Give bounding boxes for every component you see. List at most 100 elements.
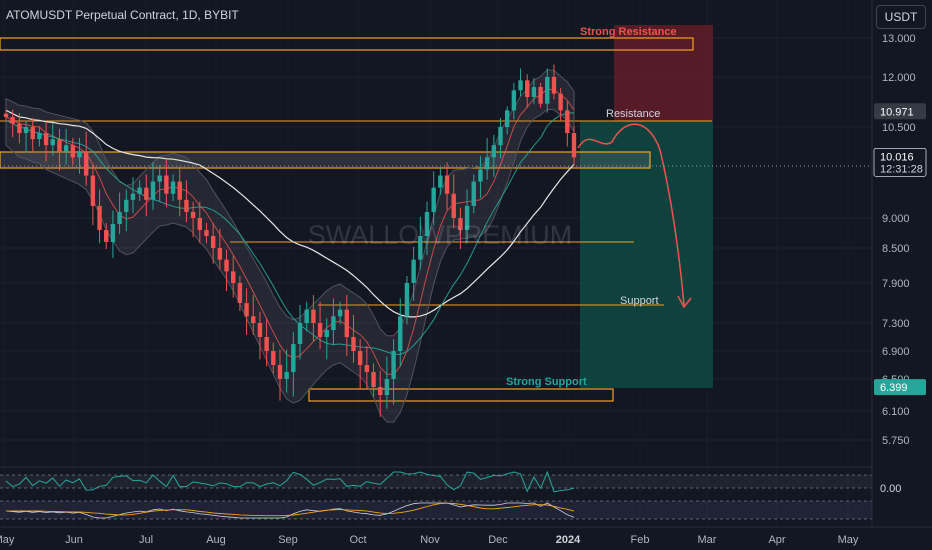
y-tick-label: 8.500: [882, 243, 910, 255]
candle-body: [538, 87, 543, 104]
x-tick-label: Nov: [420, 534, 440, 546]
candle-body: [545, 77, 550, 104]
strong-support-zone: [308, 388, 614, 402]
x-tick-label: Feb: [631, 534, 650, 546]
candle-body: [57, 139, 62, 152]
symbol-title[interactable]: ATOMUSDT Perpetual Contract, 1D, BYBIT: [6, 8, 239, 22]
rsi-value: 0.00: [880, 483, 901, 495]
candle-body: [277, 365, 283, 379]
x-tick-label: Oct: [349, 534, 366, 546]
candle-body: [484, 157, 490, 170]
arrow-head-icon: [677, 295, 692, 309]
candle-body: [83, 151, 89, 176]
candle-body: [50, 139, 55, 146]
candle-body: [251, 316, 256, 323]
candle-body: [444, 175, 450, 194]
candle-body: [317, 323, 323, 337]
candle-body: [130, 193, 136, 200]
candle-body: [324, 330, 329, 337]
candle-body: [498, 127, 503, 146]
resistance-label: Resistance: [606, 108, 660, 120]
candle-body: [504, 110, 510, 127]
candle-body: [571, 133, 577, 158]
candle-body: [257, 323, 263, 337]
candles: [3, 64, 577, 417]
candle-body: [391, 351, 396, 379]
candle-body: [30, 127, 35, 140]
candle-body: [23, 127, 29, 134]
forecast-arrow: [577, 123, 685, 306]
candle-body: [331, 316, 336, 330]
y-tick-label: 7.900: [882, 278, 910, 290]
countdown-timer: 12:31:28: [880, 163, 923, 175]
candle-body: [210, 236, 216, 248]
candle-body: [77, 151, 82, 158]
candle-body: [424, 211, 430, 236]
candle-body: [157, 175, 162, 182]
candle-body: [565, 110, 570, 134]
candle-body: [17, 123, 22, 134]
candle-body: [364, 365, 370, 372]
candle-body: [150, 181, 156, 200]
candle-body: [551, 77, 557, 94]
y-tick-label: 5.750: [882, 435, 910, 447]
moving-average-long: [5, 109, 575, 318]
candle-body: [271, 351, 276, 365]
candle-body: [304, 309, 309, 323]
candle-body: [197, 218, 202, 230]
x-tick-label: Jul: [139, 534, 153, 546]
candle-body: [337, 309, 343, 317]
y-tick-label: 6.100: [882, 406, 910, 418]
x-tick-label: Jun: [65, 534, 83, 546]
y-tick-label: 6.900: [882, 346, 910, 358]
candle-body: [137, 187, 142, 194]
candle-body: [431, 187, 436, 212]
candle-body: [244, 303, 249, 317]
y-tick-label: 9.000: [882, 213, 910, 225]
candle-body: [144, 187, 149, 200]
candle-body: [224, 259, 229, 272]
candle-body: [170, 181, 176, 194]
strong-resistance-label: Strong Resistance: [580, 26, 677, 38]
candle-body: [411, 259, 416, 283]
currency-button[interactable]: USDT: [876, 5, 926, 29]
price-tag-value: 10.971: [880, 106, 914, 118]
candle-body: [184, 199, 189, 212]
x-tick-label: May: [838, 534, 859, 546]
candle-body: [531, 87, 537, 97]
price-tag-value: 6.399: [880, 382, 908, 394]
time-axis[interactable]: May Jun Jul Aug Sep Oct Nov Dec 2024 Feb Mar Apr May: [0, 534, 859, 546]
candle-body: [384, 379, 390, 395]
support-label: Support: [620, 295, 659, 307]
price-tag-current: [873, 147, 927, 177]
candle-body: [284, 372, 289, 379]
candle-body: [291, 344, 296, 372]
candle-body: [311, 309, 316, 323]
price-tag-support: [874, 379, 926, 396]
candle-body: [398, 316, 403, 351]
candle-body: [10, 117, 15, 124]
strong-resistance-zone: [0, 37, 694, 51]
candle-body: [371, 372, 376, 387]
candle-body: [217, 248, 223, 260]
rsi-band: [0, 475, 872, 488]
x-tick-label: May: [0, 534, 15, 546]
candle-body: [117, 211, 122, 224]
candle-body: [190, 211, 196, 218]
x-tick-label: Dec: [488, 534, 508, 546]
candle-body: [104, 230, 109, 242]
candle-body: [525, 80, 530, 97]
x-tick-label: Apr: [768, 534, 785, 546]
candle-body: [418, 236, 423, 260]
candle-body: [237, 283, 243, 303]
candle-body: [37, 133, 42, 140]
macd-band: [0, 501, 872, 519]
candle-body: [297, 323, 303, 344]
candle-body: [177, 181, 182, 200]
moving-average-short: [5, 88, 575, 375]
candle-body: [63, 145, 69, 152]
rsi-line: [5, 470, 575, 493]
candle-body: [264, 337, 269, 351]
